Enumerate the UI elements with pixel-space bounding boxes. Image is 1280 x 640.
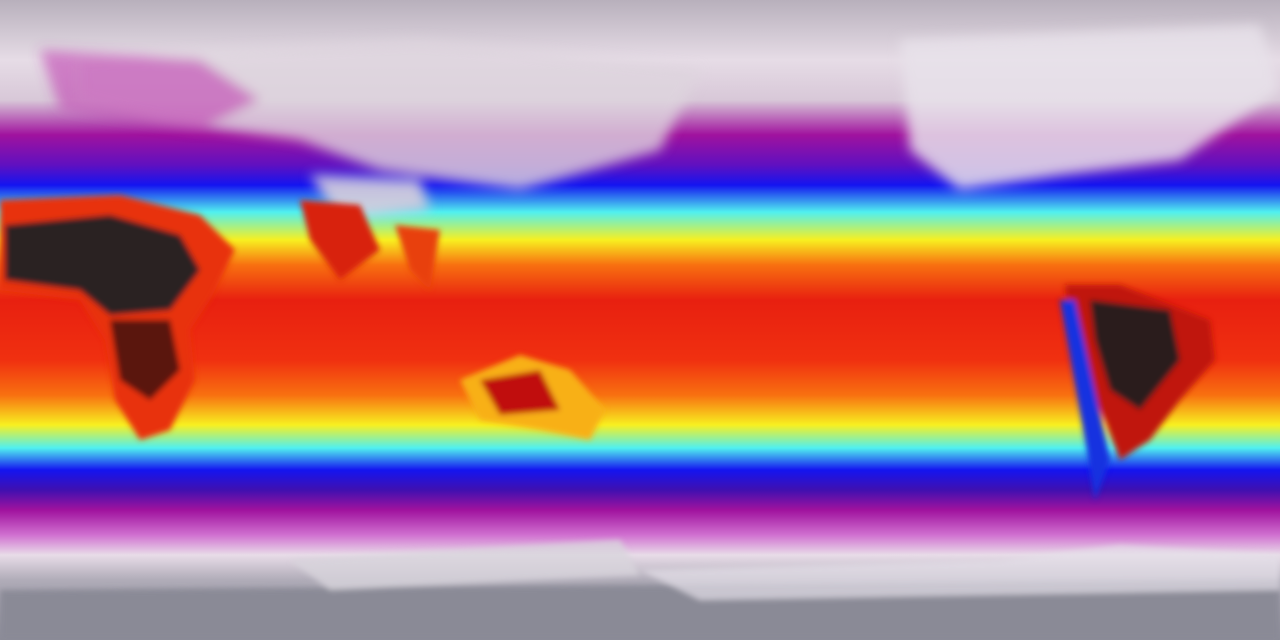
antarctic-shelf-light (290, 540, 640, 590)
central-africa-dark (110, 320, 180, 400)
india-hot (395, 225, 440, 290)
amazon-dark (1090, 300, 1180, 410)
sahara-dark (5, 215, 200, 315)
north-america-cold (900, 25, 1280, 190)
arabia-hot (300, 200, 380, 280)
andes-cold (1060, 300, 1110, 500)
siberia-pink (40, 50, 260, 130)
eurasia-cold (80, 40, 700, 190)
antarctic-shelf-light-east (640, 545, 1280, 600)
australia-inner (480, 370, 560, 415)
